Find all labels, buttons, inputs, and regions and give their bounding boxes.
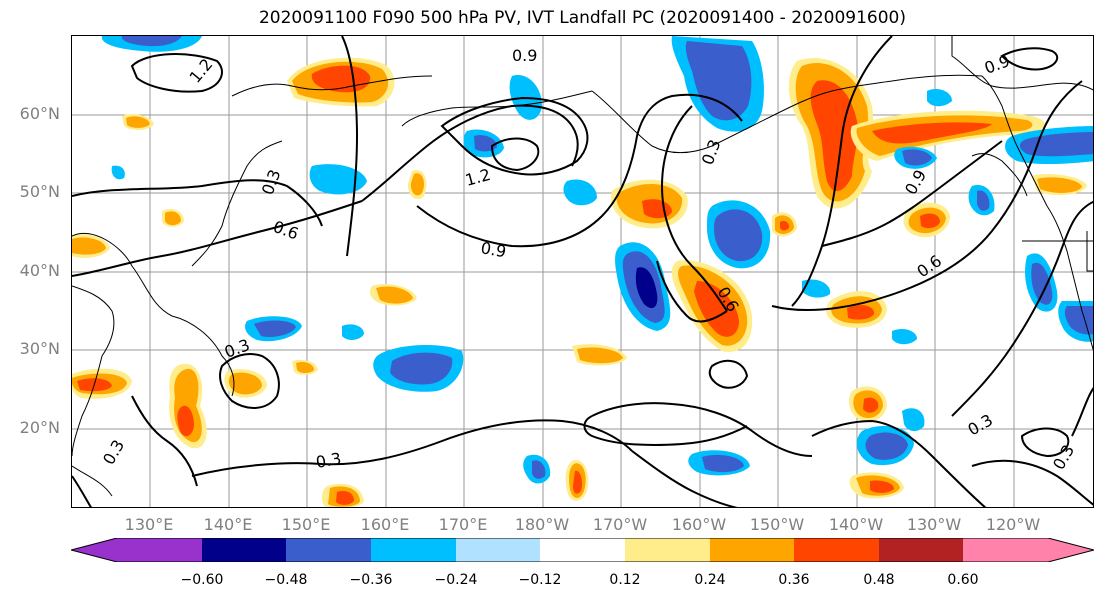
colorbar-segment	[540, 538, 625, 562]
lat-label: 20°N	[19, 418, 60, 437]
lat-label: 50°N	[19, 182, 60, 201]
lon-label: 140°E	[203, 515, 253, 534]
map-title: 2020091100 F090 500 hPa PV, IVT Landfall…	[258, 8, 906, 28]
colorbar-tick-label: −0.24	[434, 572, 478, 588]
colorbar-tick-label: 0.60	[947, 572, 979, 588]
colorbar-tick-label: −0.12	[518, 572, 562, 588]
lon-label: 160°W	[671, 515, 727, 534]
contour-label: 0.3	[222, 335, 252, 362]
contour-label: 0.6	[913, 251, 945, 281]
contour-label: 0.9	[479, 238, 507, 261]
colorbar-tick-label: −0.36	[349, 572, 393, 588]
lon-label: 170°E	[438, 515, 488, 534]
lat-label: 30°N	[19, 339, 60, 358]
colorbar	[71, 538, 1094, 562]
colorbar-segment	[625, 538, 710, 562]
negative-anomaly-patches	[101, 36, 1093, 484]
map-canvas: 0.9 1.2 1.2 0.3 0.6 0.9 0.3 0.3 0.6 0.9 …	[72, 36, 1093, 507]
colorbar-segment	[794, 538, 879, 562]
contour-lines	[72, 36, 1093, 507]
lon-label: 130°E	[124, 515, 174, 534]
colorbar-tick-label: −0.60	[180, 572, 224, 588]
colorbar-segment	[710, 538, 794, 562]
lon-label: 150°W	[749, 515, 805, 534]
lon-label: 170°W	[592, 515, 648, 534]
contour-label: 0.3	[1049, 441, 1078, 473]
contour-label: 0.3	[965, 410, 997, 439]
contour-label: 0.9	[982, 51, 1012, 78]
lon-label: 140°W	[828, 515, 884, 534]
graticule	[72, 36, 1093, 507]
colorbar-tick-label: 0.36	[778, 572, 810, 588]
colorbar-segment	[286, 538, 371, 562]
lon-label: 180°W	[514, 515, 570, 534]
map-panel: 0.9 1.2 1.2 0.3 0.6 0.9 0.3 0.3 0.6 0.9 …	[71, 35, 1094, 508]
colorbar-segments	[71, 538, 1094, 562]
colorbar-tick-label: 0.48	[863, 572, 895, 588]
lat-label: 60°N	[19, 104, 60, 123]
contour-label: 0.9	[512, 46, 537, 65]
contour-label: 0.3	[99, 436, 128, 468]
lon-label: 160°E	[360, 515, 410, 534]
coastlines	[72, 36, 1093, 497]
colorbar-tick-label: 0.12	[609, 572, 641, 588]
contour-label: 1.2	[463, 165, 493, 190]
contour-label: 0.3	[314, 449, 342, 472]
colorbar-segment	[963, 538, 1094, 562]
lon-label: 120°W	[985, 515, 1041, 534]
colorbar-segment	[456, 538, 540, 562]
colorbar-tick-label: −0.48	[264, 572, 308, 588]
lon-label: 130°W	[906, 515, 962, 534]
colorbar-segment	[202, 538, 286, 562]
lon-label: 150°E	[281, 515, 331, 534]
colorbar-tick-label: 0.24	[694, 572, 726, 588]
lat-label: 40°N	[19, 261, 60, 280]
colorbar-segment	[879, 538, 963, 562]
contour-label-group: 0.9 1.2 1.2 0.3 0.6 0.9 0.3 0.3 0.6 0.9 …	[99, 46, 1078, 473]
colorbar-segment	[371, 538, 456, 562]
colorbar-segment	[71, 538, 202, 562]
